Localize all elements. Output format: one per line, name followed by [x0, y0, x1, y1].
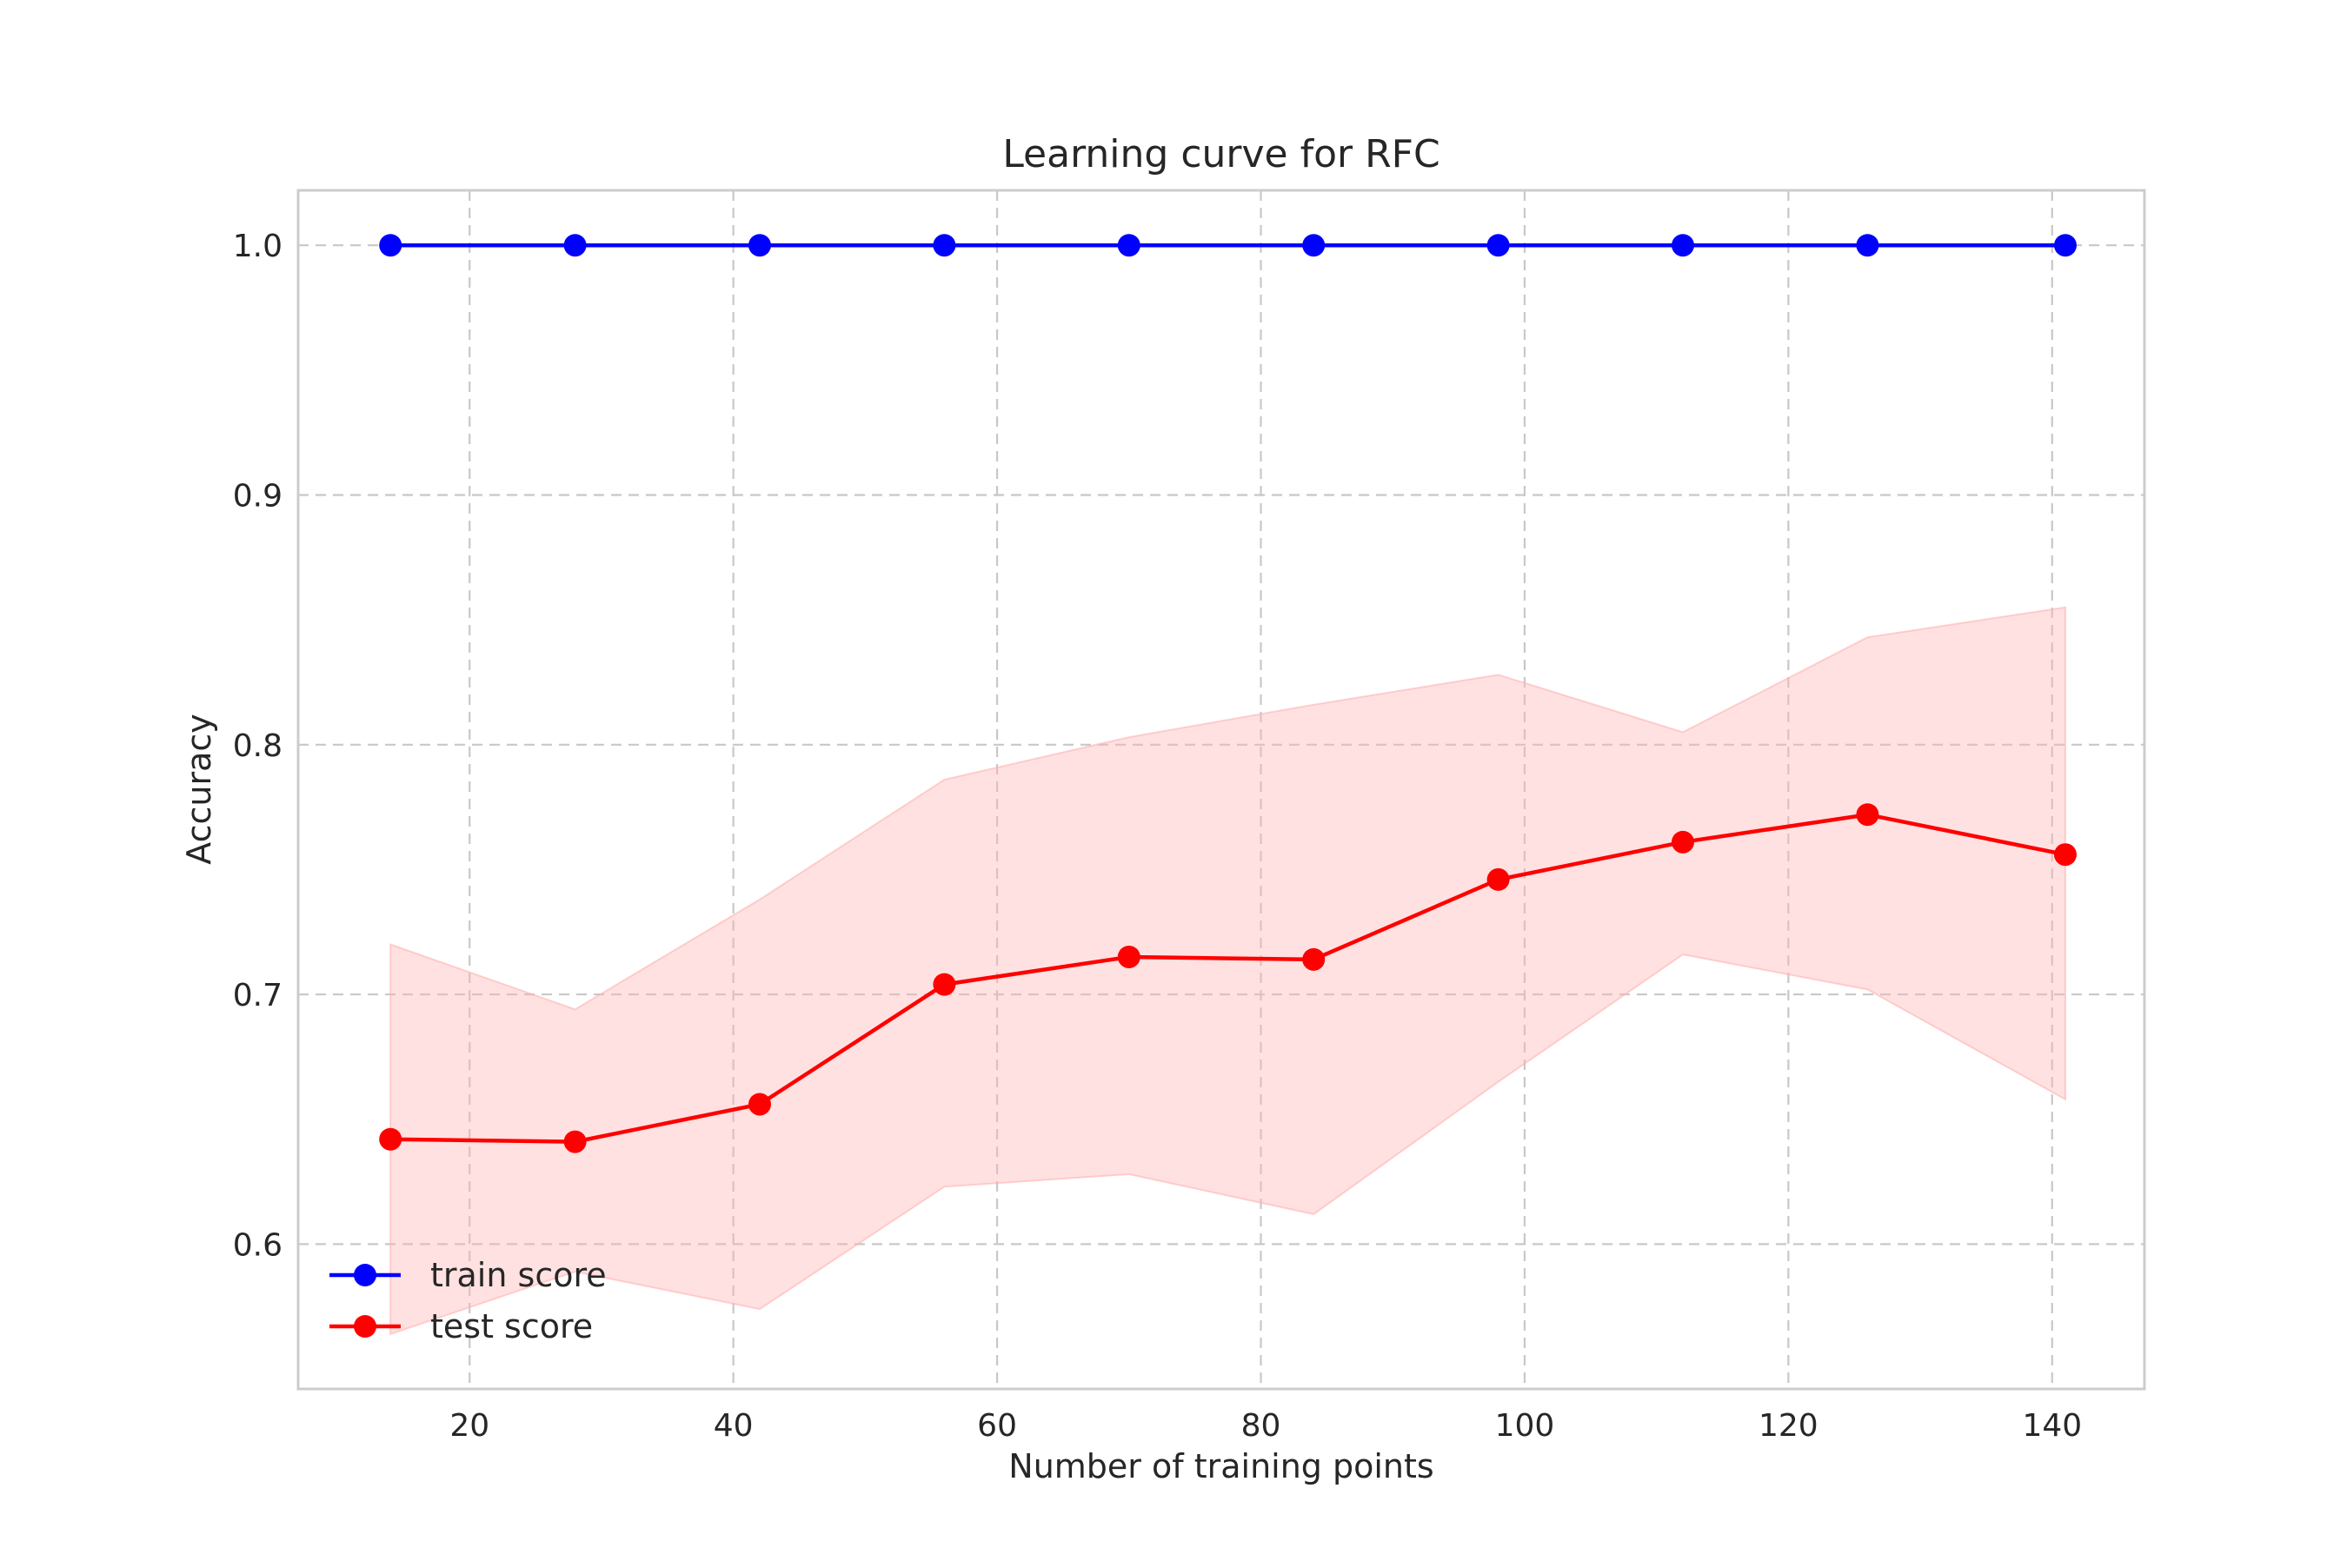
test-score-point [1856, 803, 1879, 827]
plot-frame [296, 189, 2146, 1391]
x-axis-label: Number of training points [1008, 1447, 1433, 1485]
test-score-point [1486, 867, 1510, 891]
x-tick-label: 60 [977, 1408, 1017, 1444]
test-score-line [390, 812, 2066, 1144]
series-layer [379, 234, 2077, 1153]
test-score-legend-label: test score [430, 1307, 593, 1345]
train-score-point [1117, 234, 1140, 257]
train-score-point [1856, 234, 1879, 257]
y-tick-label: 0.9 [233, 478, 283, 514]
train-score-legend-label: train score [430, 1256, 607, 1294]
y-tick-label: 1.0 [233, 229, 283, 264]
x-tick-label: 80 [1241, 1408, 1281, 1444]
train-score-point [2053, 234, 2077, 257]
train-score-point [379, 234, 402, 257]
x-tick-label: 40 [714, 1408, 754, 1444]
train-score-point [563, 234, 587, 257]
chart-title: Learning curve for RFC [1002, 132, 1439, 176]
train-score-point [1486, 234, 1510, 257]
train-score-legend-marker [354, 1264, 376, 1286]
x-tick-label: 120 [1759, 1408, 1818, 1444]
y-tick-label: 0.6 [233, 1227, 283, 1263]
train-score-point [1672, 234, 1694, 257]
plot-area [298, 190, 2144, 1389]
confidence-bands [389, 606, 2066, 1336]
test-score-point [1672, 830, 1694, 854]
test-score-point [1302, 947, 1326, 971]
y-axis-label: Accuracy [180, 714, 218, 865]
x-tick-label: 140 [2022, 1408, 2082, 1444]
test-score-point [748, 1093, 771, 1116]
test-score-legend-marker [354, 1315, 376, 1338]
test-score-std-band [389, 606, 2066, 1336]
test-score-point [379, 1127, 402, 1151]
test-score-point [1117, 945, 1140, 968]
train-score-point [933, 234, 956, 257]
x-tick-label: 100 [1495, 1408, 1555, 1444]
x-tick-label: 20 [449, 1408, 489, 1444]
legend: train score test score [329, 1256, 607, 1345]
test-score-point [563, 1130, 587, 1153]
train-score-point [1302, 234, 1326, 257]
train-score-point [748, 234, 771, 257]
test-score-point [2053, 843, 2077, 867]
tick-labels: 20 40 60 80 100 120 140 0.6 0.7 0.8 0.9 1.0 [233, 229, 2082, 1444]
y-tick-label: 0.7 [233, 978, 283, 1013]
test-score-point [933, 973, 956, 996]
y-tick-label: 0.8 [233, 728, 283, 764]
